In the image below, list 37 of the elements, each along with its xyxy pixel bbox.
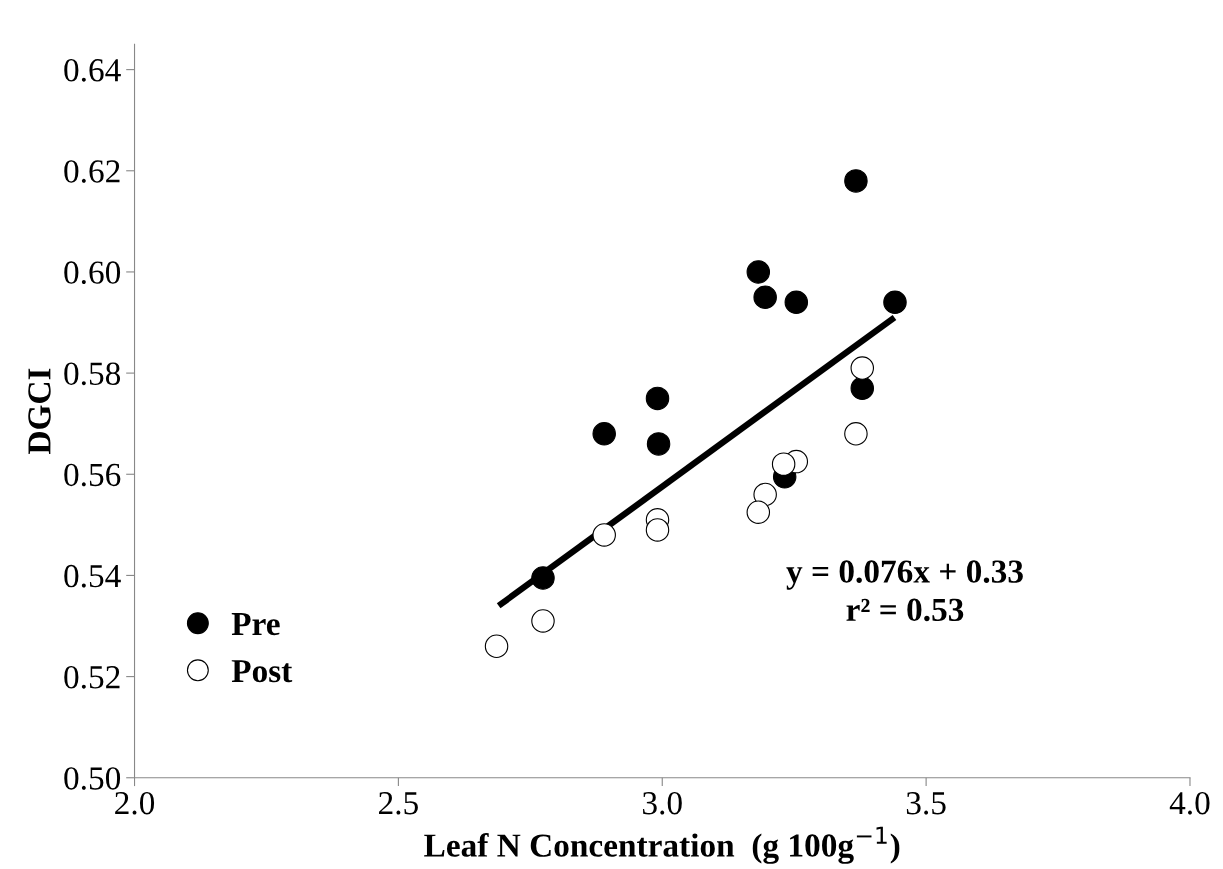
y-tick-label: 0.62 [64,160,120,183]
point [784,290,809,315]
x-tick-label: 2.5 [379,792,418,815]
y-tick-label: 0.58 [64,362,121,386]
point [771,452,796,476]
legend-label: Post [231,660,293,683]
x-tick-label: 3.5 [906,792,946,815]
point [850,376,875,401]
point [850,356,875,380]
x-tick-label: 3.0 [643,791,682,815]
point [531,566,555,590]
point [844,422,868,446]
y-tick-label: 0.52 [64,665,120,689]
annotation: r² = 0.53 [846,598,964,622]
point [645,518,670,542]
point [592,523,616,547]
y-tick-label: 0.54 [64,564,121,588]
point [844,169,868,193]
annotation: y = 0.076x + 0.33 [786,560,1023,590]
point [753,285,777,309]
point [592,422,616,446]
y-tick-label: 0.56 [64,463,121,487]
y-tick-label: 0.50 [64,767,121,790]
y-axis-title: DGCI [28,368,51,454]
point [531,609,555,633]
point [746,500,771,524]
point [746,260,771,284]
x-axis-title: Leaf N Concentration (g 100g$^{−1}$) [424,826,900,864]
point [883,290,907,315]
point [645,386,670,411]
x-tick-label: 2.0 [115,791,155,815]
y-tick-label: 0.64 [64,59,121,82]
x-tick-label: 4.0 [1169,791,1210,815]
legend-label: Pre [231,613,280,636]
y-tick-label: 0.60 [64,261,121,284]
point [646,432,671,456]
point [484,634,509,658]
